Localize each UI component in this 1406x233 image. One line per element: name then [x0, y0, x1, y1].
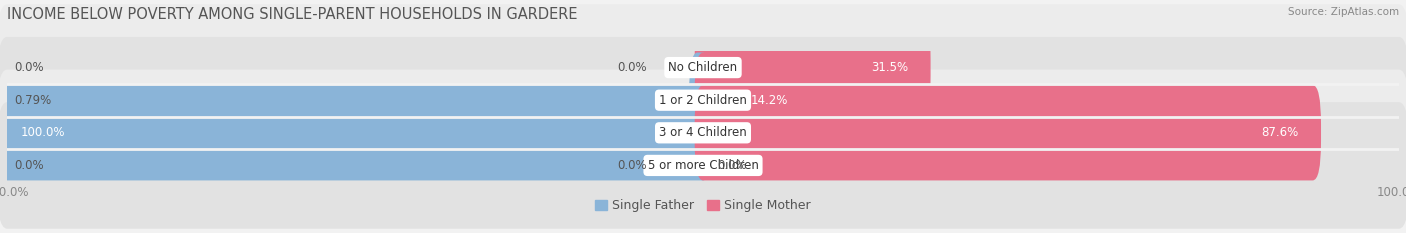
Text: 0.0%: 0.0%: [617, 61, 647, 74]
Text: 87.6%: 87.6%: [1261, 126, 1299, 139]
FancyBboxPatch shape: [695, 85, 1322, 180]
Text: 100.0%: 100.0%: [21, 126, 66, 139]
Text: Source: ZipAtlas.com: Source: ZipAtlas.com: [1288, 7, 1399, 17]
Text: 0.79%: 0.79%: [14, 94, 51, 107]
Text: 14.2%: 14.2%: [751, 94, 787, 107]
Text: 1 or 2 Children: 1 or 2 Children: [659, 94, 747, 107]
FancyBboxPatch shape: [0, 37, 1406, 164]
FancyBboxPatch shape: [0, 4, 1406, 131]
Text: 3 or 4 Children: 3 or 4 Children: [659, 126, 747, 139]
Text: 0.0%: 0.0%: [617, 159, 647, 172]
FancyBboxPatch shape: [695, 20, 931, 115]
Text: 0.0%: 0.0%: [14, 159, 44, 172]
FancyBboxPatch shape: [695, 53, 810, 148]
Text: 31.5%: 31.5%: [872, 61, 908, 74]
Text: 5 or more Children: 5 or more Children: [648, 159, 758, 172]
Text: 0.0%: 0.0%: [717, 159, 747, 172]
FancyBboxPatch shape: [0, 102, 1406, 229]
FancyBboxPatch shape: [0, 69, 1406, 196]
Text: INCOME BELOW POVERTY AMONG SINGLE-PARENT HOUSEHOLDS IN GARDERE: INCOME BELOW POVERTY AMONG SINGLE-PARENT…: [7, 7, 578, 22]
Legend: Single Father, Single Mother: Single Father, Single Mother: [591, 194, 815, 217]
FancyBboxPatch shape: [689, 53, 711, 148]
FancyBboxPatch shape: [0, 85, 711, 180]
Text: 0.0%: 0.0%: [14, 61, 44, 74]
Text: No Children: No Children: [668, 61, 738, 74]
